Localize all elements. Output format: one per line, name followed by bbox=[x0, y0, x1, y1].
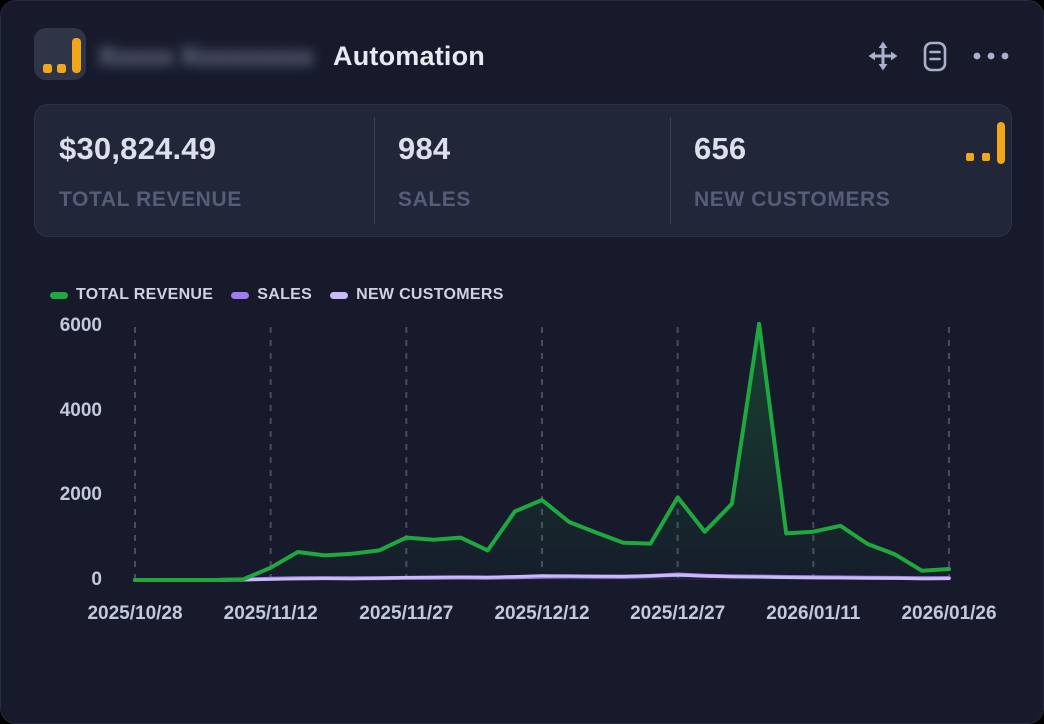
stat-total-revenue: $30,824.49 TOTAL REVENUE bbox=[35, 105, 374, 236]
blurred-title-segment: Xxxxx Xxxxxxxxx bbox=[98, 41, 314, 71]
notes-button[interactable] bbox=[923, 41, 947, 72]
x-axis-tick-label: 2025/12/27 bbox=[630, 603, 726, 624]
ellipsis-icon bbox=[973, 52, 1009, 60]
stat-value: 984 bbox=[398, 131, 451, 166]
legend-label: TOTAL REVENUE bbox=[76, 286, 214, 303]
stats-divider bbox=[670, 117, 671, 224]
chart-legend: TOTAL REVENUE SALES NEW CUSTOMERS bbox=[50, 286, 504, 304]
move-icon bbox=[868, 41, 898, 71]
y-axis-tick-label: 0 bbox=[91, 569, 102, 590]
x-axis-tick-label: 2026/01/26 bbox=[901, 603, 997, 624]
legend-item-new-customers[interactable]: NEW CUSTOMERS bbox=[330, 286, 504, 304]
logo-dot bbox=[57, 64, 66, 73]
legend-swatch bbox=[50, 291, 68, 299]
x-axis-tick-label: 2025/12/12 bbox=[494, 603, 590, 624]
stat-label: SALES bbox=[398, 188, 472, 211]
page-title: Automation bbox=[333, 40, 485, 71]
series-line-new-customers bbox=[133, 573, 951, 582]
y-axis-tick-label: 4000 bbox=[59, 399, 102, 421]
y-axis-tick-label: 6000 bbox=[59, 314, 102, 336]
notes-icon bbox=[923, 41, 947, 71]
y-axis-tick-label: 2000 bbox=[59, 484, 102, 506]
stat-label: NEW CUSTOMERS bbox=[694, 188, 891, 211]
stat-value: $30,824.49 bbox=[59, 131, 217, 166]
series-area bbox=[135, 574, 949, 580]
legend-label: SALES bbox=[257, 286, 313, 303]
legend-swatch bbox=[231, 291, 250, 299]
logo-dot bbox=[43, 64, 52, 73]
legend-label: NEW CUSTOMERS bbox=[356, 286, 504, 303]
logo-bar bbox=[72, 38, 81, 73]
header-title: Xxxxx Xxxxxxxxx Automation bbox=[98, 39, 485, 73]
stat-sales: 984 SALES bbox=[374, 105, 670, 236]
series-line-sales bbox=[133, 572, 951, 582]
series-line-total-revenue bbox=[133, 321, 951, 582]
x-axis-tick-label: 2025/11/12 bbox=[223, 603, 318, 624]
brand-mark-icon bbox=[966, 122, 1005, 164]
more-options-button[interactable] bbox=[972, 51, 1010, 61]
x-axis-tick-label: 2025/10/28 bbox=[87, 603, 183, 624]
app-logo bbox=[34, 28, 86, 80]
stat-value: 656 bbox=[694, 131, 747, 166]
x-axis-tick-label: 2025/11/27 bbox=[359, 603, 454, 624]
stat-label: TOTAL REVENUE bbox=[59, 188, 242, 211]
series-area bbox=[135, 323, 949, 580]
legend-item-sales[interactable]: SALES bbox=[231, 286, 312, 304]
header-actions bbox=[868, 41, 1010, 71]
stats-divider bbox=[374, 117, 375, 224]
legend-item-total-revenue[interactable]: TOTAL REVENUE bbox=[50, 286, 213, 304]
stat-new-customers: 656 NEW CUSTOMERS bbox=[670, 105, 950, 236]
legend-swatch bbox=[330, 291, 349, 299]
move-button[interactable] bbox=[868, 41, 898, 71]
stats-panel: $30,824.49 TOTAL REVENUE 984 SALES 656 N… bbox=[34, 104, 1012, 237]
x-axis-tick-label: 2026/01/11 bbox=[766, 603, 861, 624]
